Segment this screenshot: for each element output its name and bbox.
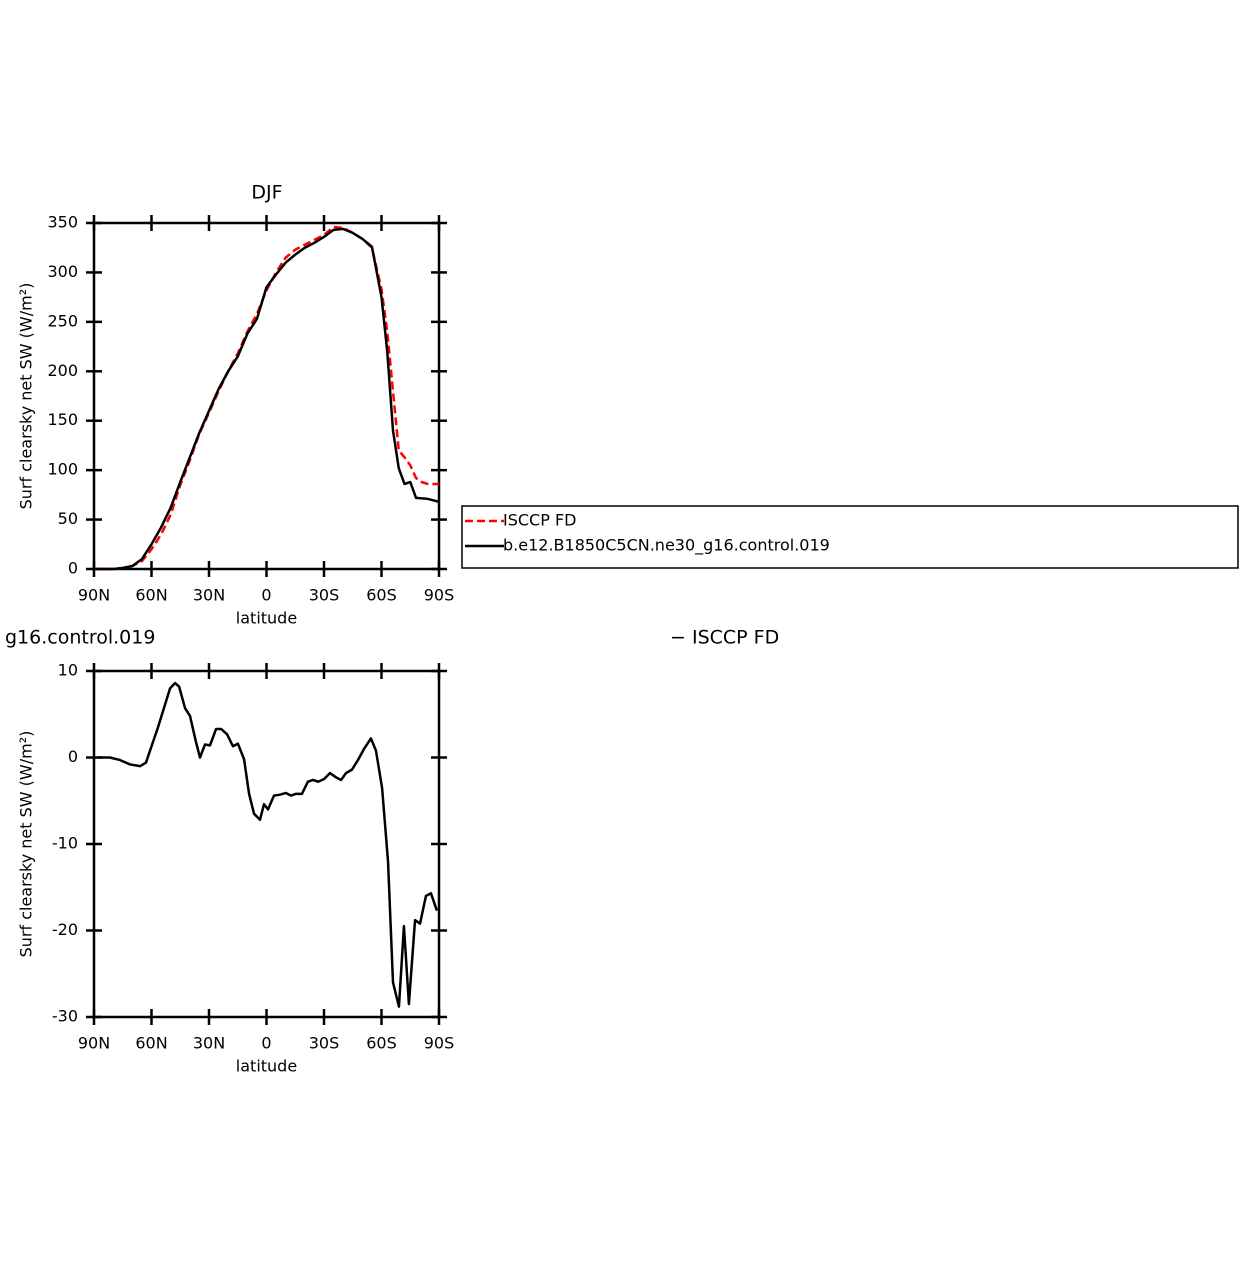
x-tick-label: 90S <box>424 586 455 605</box>
chart-title: g16.control.019 <box>5 627 155 649</box>
x-tick-label: 90N <box>78 586 110 605</box>
x-tick-label: 30S <box>309 586 340 605</box>
y-tick-label: 150 <box>47 410 78 429</box>
x-tick-label: 60S <box>366 1034 397 1053</box>
x-tick-label: 0 <box>261 586 271 605</box>
x-axis-label: latitude <box>236 1057 297 1076</box>
y-tick-label: 350 <box>47 213 78 232</box>
y-tick-label: -10 <box>52 834 78 853</box>
y-tick-label: 0 <box>68 747 78 766</box>
x-tick-label: 90S <box>424 1034 455 1053</box>
legend-box <box>461 505 1239 569</box>
chart-title: − ISCCP FD <box>670 627 779 649</box>
x-tick-label: 30N <box>193 1034 225 1053</box>
y-tick-label: 50 <box>58 509 78 528</box>
y-tick-label: -30 <box>52 1007 78 1026</box>
y-tick-label: 10 <box>58 661 78 680</box>
y-axis-label: Surf clearsky net SW (W/m²) <box>17 731 36 958</box>
data-line <box>94 225 439 571</box>
y-tick-label: 0 <box>68 559 78 578</box>
y-tick-label: 200 <box>47 361 78 380</box>
x-tick-label: 60S <box>366 586 397 605</box>
data-line <box>94 227 440 571</box>
x-tick-label: 90N <box>78 1034 110 1053</box>
legend-label: b.e12.B1850C5CN.ne30_g16.control.019 <box>503 536 830 556</box>
chart-title: DJF <box>251 182 282 204</box>
x-tick-label: 0 <box>261 1034 271 1053</box>
x-tick-label: 60N <box>135 1034 167 1053</box>
x-tick-label: 60N <box>135 586 167 605</box>
data-line <box>97 681 439 1008</box>
x-axis-label: latitude <box>236 609 297 628</box>
legend-label: ISCCP FD <box>503 511 576 530</box>
y-tick-label: -20 <box>52 920 78 939</box>
plot-frame <box>92 221 441 571</box>
y-tick-label: 300 <box>47 262 78 281</box>
y-tick-label: 250 <box>47 311 78 330</box>
x-tick-label: 30S <box>309 1034 340 1053</box>
y-axis-label: Surf clearsky net SW (W/m²) <box>17 283 36 510</box>
y-tick-label: 100 <box>47 460 78 479</box>
x-tick-label: 30N <box>193 586 225 605</box>
